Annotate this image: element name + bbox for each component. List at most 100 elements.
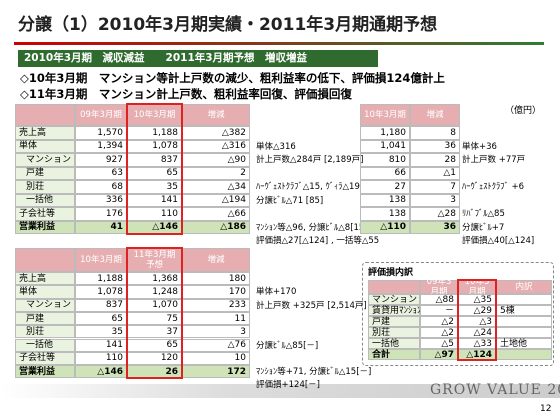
value-cell: △1: [410, 166, 460, 180]
value-cell: 170: [182, 285, 250, 299]
value-cell: 138: [360, 193, 410, 207]
page-number: 12: [540, 404, 552, 414]
value-cell: △97: [420, 349, 458, 360]
value-cell: 110: [75, 351, 127, 366]
value-cell: 41: [75, 220, 127, 234]
row-note: 分譲ﾋﾞﾙ+7: [462, 222, 505, 233]
value-cell: 837: [75, 298, 127, 312]
row-label: 一括他: [368, 338, 420, 349]
value-cell: 3: [182, 325, 250, 339]
header-cell: 09年3月期: [75, 104, 127, 126]
row-note: ﾘﾊﾞﾌﾞﾙ△85: [462, 209, 505, 219]
value-cell: 1,078: [75, 285, 127, 299]
row-note: 計上戸数 +325戸 [2,514戸]: [256, 300, 367, 311]
footnote: 評価損△27[△124] , 一括等△55: [256, 236, 380, 246]
value-cell: 138: [360, 207, 410, 221]
row-label: 単体: [15, 285, 75, 299]
value-cell: 28: [410, 153, 460, 167]
value-cell: △146: [75, 365, 127, 379]
value-cell: 35: [75, 325, 127, 339]
value-cell: △2: [420, 316, 458, 327]
row-label: 別荘: [368, 327, 420, 338]
banner: 2010年3月期 減収減益 2011年3月期予想 増収増益: [18, 50, 378, 67]
footnote: 評価損+124[－]: [256, 380, 320, 391]
value-cell: 68: [75, 180, 127, 194]
header-cell: 増減: [182, 104, 250, 126]
value-cell: 336: [75, 193, 127, 207]
row-note: 単体△316: [256, 141, 296, 152]
row-label: 一括他: [15, 338, 75, 352]
row-note: 単体+170: [256, 287, 297, 298]
value-cell: 63: [75, 166, 127, 180]
value-cell: 10: [182, 351, 250, 366]
header-cell: [15, 248, 75, 272]
brand: GROW VALUE 2010: [430, 382, 560, 398]
title: 分譲（1）2010年3月期実績・2011年3月期通期予想: [18, 15, 438, 35]
bullet: ◇10年3月期 マンション等計上戸数の減少、粗利益率の低下、評価損124億計上: [20, 71, 445, 85]
value-cell: 5棟: [496, 305, 552, 316]
value-cell: 1,180: [360, 126, 410, 140]
value-cell: [496, 294, 552, 305]
value-cell: 927: [75, 153, 127, 167]
value-cell: 172: [182, 365, 250, 379]
value-cell: 233: [182, 298, 250, 312]
value-cell: 3: [410, 193, 460, 207]
value-cell: 36: [410, 139, 460, 153]
row-note: ﾏﾝｼｮﾝ等+71, 分譲ﾋﾞﾙ△15[－]: [256, 367, 372, 378]
value-cell: △88: [420, 294, 458, 305]
row-label: 賃貸用ﾏﾝｼｮﾝ: [368, 305, 422, 316]
value-cell: △194: [182, 193, 250, 207]
row-label: 売上高: [15, 272, 75, 286]
value-cell: △76: [182, 338, 250, 352]
row-label: 営業利益: [15, 365, 75, 379]
row-label: 戸建: [368, 316, 420, 327]
value-cell: 27: [360, 180, 410, 194]
value-cell: 8: [410, 126, 460, 140]
value-cell: 2: [182, 166, 250, 180]
row-label: 別荘: [15, 325, 75, 339]
value-cell: 11: [182, 311, 250, 326]
value-cell: 7: [410, 180, 460, 194]
value-cell: 土地他: [496, 338, 552, 349]
row-label: 子会社等: [15, 207, 75, 221]
value-cell: △2: [420, 327, 458, 338]
value-cell: [496, 316, 552, 327]
header-cell: 10年3月期: [75, 248, 127, 272]
header-cell: 増減: [182, 248, 250, 272]
header-cell: 10年3月期: [360, 104, 410, 126]
row-note: 計上戸数△284戸 [2,189戸]: [256, 155, 364, 165]
value-cell: 810: [360, 153, 410, 167]
row-note: 分譲ﾋﾞﾙ△71 [85]: [256, 195, 324, 206]
header-cell: 09年3月期: [420, 277, 458, 297]
value-cell: [496, 349, 552, 360]
value-cell: 36: [410, 220, 460, 234]
row-note: ﾊｰｳﾞｪｽﾄｸﾗﾌﾞ△15, ｳﾞｨﾗ△19: [256, 182, 360, 192]
column-highlight: [126, 103, 183, 235]
value-cell: 141: [75, 338, 127, 352]
value-cell: △34: [182, 180, 250, 194]
column-highlight: [457, 279, 497, 361]
row-label: 別荘: [15, 180, 75, 194]
title-rule: [14, 42, 544, 45]
row-label: 子会社等: [15, 351, 75, 366]
value-cell: △382: [182, 126, 250, 140]
row-label: 一括他: [15, 193, 75, 207]
row-label: 合計: [368, 349, 420, 360]
value-cell: 66: [360, 166, 410, 180]
value-cell: 1,188: [75, 272, 127, 286]
row-note: ﾏﾝｼｮﾝ等△96, 分譲ﾋﾞﾙ△8[15]: [256, 222, 368, 233]
value-cell: 65: [75, 311, 127, 326]
unit: （億円）: [505, 106, 542, 116]
row-note: 分譲ﾋﾞﾙ△85[－]: [256, 340, 319, 351]
row-label: マンション: [15, 298, 75, 312]
value-cell: 1,570: [75, 126, 127, 140]
value-cell: △110: [360, 220, 410, 234]
value-cell: △90: [182, 153, 250, 167]
header-cell: 11年3月期 予想: [127, 248, 182, 272]
row-label: 戸建: [15, 166, 75, 180]
value-cell: 180: [182, 272, 250, 286]
row-label: 戸建: [15, 311, 75, 326]
row-label: 単体: [15, 139, 75, 153]
row-label: マンション: [368, 294, 420, 305]
